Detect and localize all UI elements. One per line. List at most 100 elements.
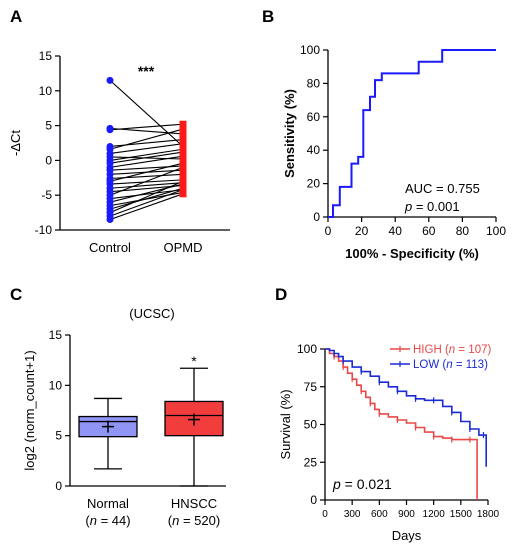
opmd-point (179, 136, 187, 144)
pair-line (109, 189, 184, 200)
y-tick-label: -10 (35, 223, 53, 237)
y-tick-label: 10 (39, 84, 53, 98)
y-tick-label: 75 (304, 380, 318, 394)
y-tick-label: 5 (45, 119, 52, 133)
y-tick-label: 0 (45, 153, 52, 167)
y-tick-label: 0 (310, 493, 317, 507)
pair-line (109, 180, 184, 214)
y-tick-label: 40 (307, 143, 321, 157)
panel-a-chart: -10 -5 0 5 10 15 Control OPMD -ΔCt *** (8, 49, 230, 255)
roc-curve (328, 49, 496, 218)
x-tick-label: 600 (371, 509, 388, 520)
group-label: HNSCC (171, 496, 217, 511)
legend-label: LOW (n = 113) (413, 359, 488, 371)
pair-line (109, 187, 184, 210)
y-tick-label: 5 (55, 429, 62, 443)
x-tick-label: 80 (456, 224, 470, 238)
x-tick-label: OPMD (164, 240, 203, 255)
y-tick-label: -5 (41, 188, 52, 202)
y-tick-label: 60 (307, 110, 321, 124)
pair-line (109, 151, 184, 164)
auc-label: AUC = 0.755 (405, 181, 480, 196)
x-tick-label: 1200 (423, 509, 446, 520)
pair-line (109, 189, 184, 217)
chart-title: (UCSC) (129, 306, 175, 321)
y-tick-label: 25 (304, 455, 318, 469)
y-axis-label: Sensitivity (%) (282, 89, 297, 178)
group-n-label: (n = 520) (168, 513, 220, 528)
panel-a-label: A (10, 7, 22, 26)
y-tick-label: 80 (307, 76, 321, 90)
pair-line (109, 193, 184, 221)
x-tick-label: 0 (325, 224, 332, 238)
x-tick-label: Control (89, 240, 131, 255)
x-axis-label: Days (392, 528, 422, 543)
opmd-point (179, 170, 187, 178)
pair-line (109, 128, 184, 150)
box (164, 400, 224, 437)
panel-d-label: D (275, 285, 287, 304)
panel-b-label: B (262, 7, 274, 26)
pair-line (109, 138, 184, 148)
group-label: Normal (87, 496, 129, 511)
pair-line (109, 148, 184, 161)
pair-line (109, 143, 184, 154)
panel-b-chart: 00 20 20 40 40 60 60 80 80 100 100 Sensitivity (%) 1… (282, 43, 506, 261)
pair-line (109, 166, 184, 196)
control-point (106, 76, 114, 84)
opmd-point (179, 190, 187, 198)
opmd-point (179, 177, 187, 185)
opmd-point (179, 140, 187, 148)
opmd-point (179, 159, 187, 167)
p-value-label: p = 0.021 (332, 476, 392, 492)
pair-line (109, 123, 184, 131)
x-tick-label: 40 (389, 224, 403, 238)
y-axis-label: -ΔCt (8, 130, 23, 156)
opmd-point (179, 120, 187, 128)
pair-line (109, 182, 184, 189)
x-tick-label: 300 (344, 509, 361, 520)
pair-line (109, 79, 184, 147)
y-axis-label: Survival (%) (278, 389, 293, 459)
pair-line (109, 179, 184, 185)
x-tick-label: 1800 (477, 509, 500, 520)
opmd-point (179, 148, 187, 156)
y-tick-label: 100 (300, 43, 320, 57)
x-axis-label: 100% - Specificity (%) (345, 246, 479, 261)
pair-line (109, 165, 184, 171)
opmd-point (179, 186, 187, 194)
group-n-label: (n = 44) (85, 513, 130, 528)
y-tick-label: 15 (49, 328, 63, 342)
pair-line (109, 173, 184, 180)
y-tick-label: 15 (39, 49, 53, 63)
opmd-point (179, 125, 187, 133)
y-tick-label: 20 (307, 177, 321, 191)
x-tick-label: 0 (322, 509, 328, 520)
opmd-point (179, 163, 187, 171)
x-tick-label: 60 (422, 224, 436, 238)
y-tick-label: 50 (304, 418, 318, 432)
x-tick-label: 900 (398, 509, 415, 520)
opmd-point (179, 152, 187, 160)
y-tick-label: 100 (297, 342, 317, 356)
opmd-point (179, 130, 187, 138)
y-tick-label: 0 (313, 210, 320, 224)
panel-c-chart: 0 5 10 15 (UCSC) log2 (norm_count+1) Normal (n … (22, 306, 226, 528)
x-tick-label: 20 (355, 224, 369, 238)
control-point (106, 126, 114, 134)
y-tick-label: 0 (55, 479, 62, 493)
y-axis-label: log2 (norm_count+1) (22, 350, 37, 470)
significance-label: *** (138, 63, 155, 79)
panel-c-label: C (10, 285, 22, 304)
p-value-label: p = 0.001 (404, 199, 460, 214)
pair-line (109, 162, 184, 182)
y-tick-label: 10 (49, 378, 63, 392)
legend-label: HIGH (n = 107) (413, 344, 491, 356)
x-tick-label: 100 (486, 224, 506, 238)
control-point (106, 216, 114, 224)
panel-d-chart: 0 25 50 75 100 0 300 600 900 1200 1500 1800 Days Surv… (278, 342, 500, 543)
x-tick-label: 1500 (450, 509, 473, 520)
significance-label: * (191, 353, 197, 369)
pair-line (109, 155, 184, 168)
